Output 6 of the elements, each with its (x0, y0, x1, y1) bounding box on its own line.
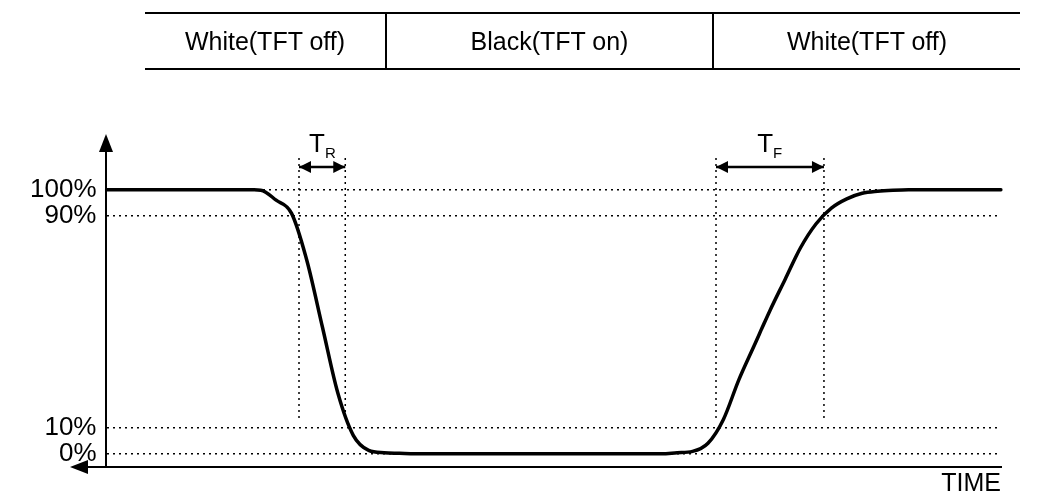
x-axis-title: TIME (941, 467, 1001, 496)
text: White(TFT off) (712, 14, 1020, 68)
text: Black(TFT on) (385, 14, 712, 68)
text: White(TFT off) (183, 25, 347, 57)
annotation: T$_{F}$ (757, 128, 783, 162)
annotation: T$_{R}$ (309, 128, 336, 162)
